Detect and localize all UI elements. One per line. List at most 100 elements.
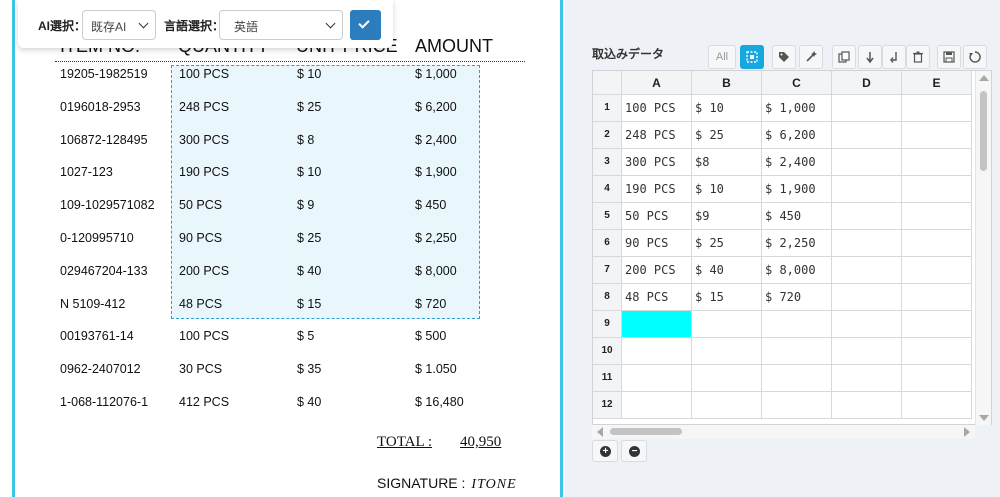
grid-cell[interactable]: 300 PCS bbox=[622, 149, 692, 176]
grid-cell[interactable] bbox=[762, 338, 832, 365]
add-row-button[interactable]: + bbox=[592, 440, 618, 462]
grid-cell[interactable]: $ 10 bbox=[692, 176, 762, 203]
grid-cell[interactable]: $ 720 bbox=[762, 284, 832, 311]
apply-button[interactable] bbox=[350, 10, 381, 40]
grid-cell[interactable]: $ 1,900 bbox=[762, 176, 832, 203]
grid-cell[interactable]: $ 25 bbox=[692, 122, 762, 149]
grid-cell[interactable] bbox=[762, 365, 832, 392]
reset-button[interactable] bbox=[963, 45, 987, 69]
grid-cell[interactable] bbox=[832, 257, 902, 284]
grid-cell[interactable] bbox=[832, 122, 902, 149]
row-header[interactable]: 12 bbox=[593, 392, 622, 419]
row-header[interactable]: 8 bbox=[593, 284, 622, 311]
row-header[interactable]: 10 bbox=[593, 338, 622, 365]
grid-cell[interactable]: 200 PCS bbox=[622, 257, 692, 284]
remove-row-button[interactable]: − bbox=[621, 440, 647, 462]
scroll-right-icon[interactable] bbox=[964, 427, 970, 437]
grid-cell[interactable]: 90 PCS bbox=[622, 230, 692, 257]
grid-cell[interactable] bbox=[902, 122, 972, 149]
grid-cell[interactable]: $ 25 bbox=[692, 230, 762, 257]
ai-select-dropdown[interactable]: 既存AI bbox=[82, 10, 156, 40]
scroll-left-icon[interactable] bbox=[597, 427, 603, 437]
vertical-scrollbar[interactable] bbox=[975, 71, 991, 425]
grid-cell[interactable]: $ 450 bbox=[762, 203, 832, 230]
grid-cell[interactable]: $ 1,000 bbox=[762, 95, 832, 122]
grid-cell[interactable] bbox=[902, 365, 972, 392]
grid-cell[interactable] bbox=[692, 365, 762, 392]
tag-button[interactable] bbox=[772, 45, 796, 69]
column-header[interactable]: C bbox=[762, 71, 832, 95]
row-header[interactable]: 5 bbox=[593, 203, 622, 230]
grid-cell[interactable]: $ 6,200 bbox=[762, 122, 832, 149]
grid-cell[interactable]: 248 PCS bbox=[622, 122, 692, 149]
grid-cell[interactable] bbox=[622, 338, 692, 365]
column-header[interactable]: D bbox=[832, 71, 902, 95]
grid-cell[interactable] bbox=[762, 392, 832, 419]
language-select-dropdown[interactable]: 英語 bbox=[219, 10, 343, 40]
grid-cell[interactable]: $ 15 bbox=[692, 284, 762, 311]
scroll-up-icon[interactable] bbox=[979, 75, 989, 81]
grid-cell[interactable] bbox=[902, 338, 972, 365]
grid-cell[interactable] bbox=[832, 95, 902, 122]
row-header[interactable]: 9 bbox=[593, 311, 622, 338]
magic-wand-button[interactable] bbox=[799, 45, 823, 69]
grid-cell[interactable] bbox=[692, 338, 762, 365]
data-grid[interactable]: A B C D E 1 100 PCS $ 10 $ 1,000 2 248 PCS $ 25 $ 6,… bbox=[592, 70, 992, 425]
grid-cell[interactable] bbox=[832, 311, 902, 338]
grid-cell[interactable] bbox=[622, 365, 692, 392]
grid-cell[interactable] bbox=[902, 95, 972, 122]
grid-cell[interactable] bbox=[902, 176, 972, 203]
move-down-button[interactable] bbox=[858, 45, 882, 69]
grid-cell[interactable]: 100 PCS bbox=[622, 95, 692, 122]
insert-return-button[interactable] bbox=[882, 45, 906, 69]
row-header[interactable]: 6 bbox=[593, 230, 622, 257]
horizontal-scroll-thumb[interactable] bbox=[610, 428, 682, 435]
row-header[interactable]: 7 bbox=[593, 257, 622, 284]
grid-cell[interactable]: 190 PCS bbox=[622, 176, 692, 203]
grid-cell[interactable] bbox=[692, 392, 762, 419]
grid-cell[interactable]: $ 8,000 bbox=[762, 257, 832, 284]
ocr-selection-region[interactable] bbox=[171, 65, 480, 319]
grid-cell[interactable]: $9 bbox=[692, 203, 762, 230]
grid-cell[interactable]: $ 2,250 bbox=[762, 230, 832, 257]
grid-cell[interactable] bbox=[622, 392, 692, 419]
grid-cell[interactable] bbox=[902, 392, 972, 419]
grid-cell-selected[interactable] bbox=[622, 311, 692, 338]
document-viewer[interactable]: ITEM NO. QUANTITY UNIT PRICE AMOUNT 1920… bbox=[0, 0, 565, 497]
grid-cell[interactable] bbox=[902, 311, 972, 338]
grid-cell[interactable] bbox=[832, 365, 902, 392]
grid-cell[interactable]: $ 40 bbox=[692, 257, 762, 284]
row-header[interactable]: 2 bbox=[593, 122, 622, 149]
row-header[interactable]: 4 bbox=[593, 176, 622, 203]
row-header[interactable]: 11 bbox=[593, 365, 622, 392]
grid-cell[interactable] bbox=[832, 149, 902, 176]
horizontal-scrollbar[interactable] bbox=[592, 425, 975, 439]
grid-cell[interactable] bbox=[902, 230, 972, 257]
grid-cell[interactable] bbox=[762, 311, 832, 338]
grid-cell[interactable] bbox=[832, 230, 902, 257]
region-select-button[interactable] bbox=[740, 45, 764, 69]
scroll-down-icon[interactable] bbox=[979, 415, 989, 421]
vertical-scroll-thumb[interactable] bbox=[980, 91, 987, 171]
row-header[interactable]: 3 bbox=[593, 149, 622, 176]
grid-cell[interactable] bbox=[832, 203, 902, 230]
delete-button[interactable] bbox=[906, 45, 930, 69]
grid-cell[interactable] bbox=[832, 392, 902, 419]
grid-cell[interactable] bbox=[902, 149, 972, 176]
column-header[interactable]: E bbox=[902, 71, 972, 95]
column-header[interactable]: A bbox=[622, 71, 692, 95]
column-header[interactable]: B bbox=[692, 71, 762, 95]
grid-cell[interactable] bbox=[902, 203, 972, 230]
save-button[interactable] bbox=[937, 45, 961, 69]
row-header[interactable]: 1 bbox=[593, 95, 622, 122]
grid-cell[interactable] bbox=[902, 257, 972, 284]
copy-button[interactable] bbox=[832, 45, 856, 69]
grid-cell[interactable]: $ 10 bbox=[692, 95, 762, 122]
grid-cell[interactable]: 50 PCS bbox=[622, 203, 692, 230]
grid-cell[interactable] bbox=[902, 284, 972, 311]
grid-corner[interactable] bbox=[593, 71, 622, 95]
grid-cell[interactable] bbox=[692, 311, 762, 338]
grid-cell[interactable] bbox=[832, 284, 902, 311]
grid-cell[interactable]: $8 bbox=[692, 149, 762, 176]
grid-cell[interactable]: 48 PCS bbox=[622, 284, 692, 311]
